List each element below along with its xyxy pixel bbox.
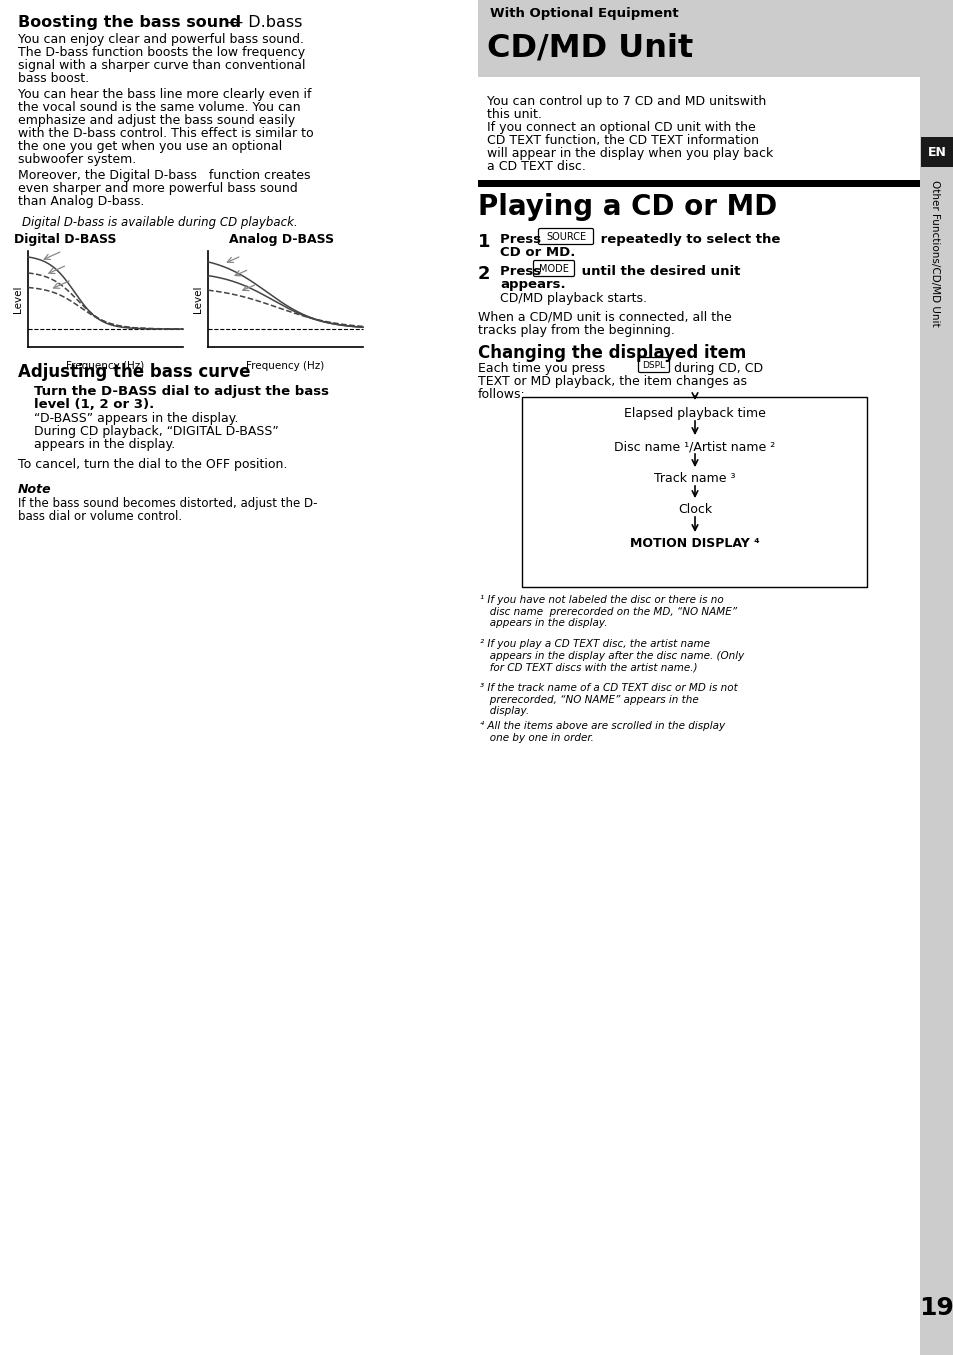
Text: 19: 19 — [919, 1295, 953, 1320]
Text: CD or MD.: CD or MD. — [499, 247, 575, 259]
Text: EN: EN — [926, 145, 945, 159]
Text: CD/MD playback starts.: CD/MD playback starts. — [499, 291, 646, 305]
Text: appears.: appears. — [499, 278, 565, 291]
Text: 2: 2 — [477, 266, 490, 283]
Text: follows:: follows: — [477, 388, 525, 401]
Text: During CD playback, “DIGITAL D-BASS”: During CD playback, “DIGITAL D-BASS” — [34, 425, 278, 438]
Text: this unit.: this unit. — [486, 108, 541, 121]
Text: The D-bass function boosts the low frequency: The D-bass function boosts the low frequ… — [18, 46, 305, 60]
Text: Boosting the bass sound: Boosting the bass sound — [18, 15, 241, 30]
Text: You can enjoy clear and powerful bass sound.: You can enjoy clear and powerful bass so… — [18, 33, 304, 46]
Text: a CD TEXT disc.: a CD TEXT disc. — [486, 160, 585, 173]
Text: — D.bass: — D.bass — [222, 15, 302, 30]
Text: Level: Level — [13, 286, 23, 313]
Text: the one you get when you use an optional: the one you get when you use an optional — [18, 140, 282, 153]
Text: bass dial or volume control.: bass dial or volume control. — [18, 509, 182, 523]
Text: Level: Level — [193, 286, 203, 313]
Text: CD/MD Unit: CD/MD Unit — [486, 33, 693, 64]
Text: Digital D-BASS: Digital D-BASS — [13, 233, 116, 247]
Text: TEXT or MD playback, the item changes as: TEXT or MD playback, the item changes as — [477, 375, 746, 388]
Text: Digital D-bass is available during CD playback.: Digital D-bass is available during CD pl… — [22, 215, 297, 229]
Text: Each time you press: Each time you press — [477, 362, 608, 375]
Text: MOTION DISPLAY ⁴: MOTION DISPLAY ⁴ — [630, 537, 759, 550]
Text: With Optional Equipment: With Optional Equipment — [490, 7, 678, 20]
Text: Moreover, the Digital D-bass   function creates: Moreover, the Digital D-bass function cr… — [18, 169, 310, 182]
Text: level (1, 2 or 3).: level (1, 2 or 3). — [34, 398, 154, 411]
Text: Press: Press — [499, 233, 545, 247]
Text: MODE: MODE — [538, 263, 568, 274]
Text: If you connect an optional CD unit with the: If you connect an optional CD unit with … — [486, 121, 755, 134]
Text: will appear in the display when you play back: will appear in the display when you play… — [486, 146, 773, 160]
Bar — [919, 0, 953, 1355]
Text: To cancel, turn the dial to the OFF position.: To cancel, turn the dial to the OFF posi… — [18, 458, 287, 472]
Text: subwoofer system.: subwoofer system. — [18, 153, 136, 167]
Text: “D-BASS” appears in the display.: “D-BASS” appears in the display. — [34, 412, 238, 425]
Text: Disc name ¹/Artist name ²: Disc name ¹/Artist name ² — [614, 440, 775, 453]
Text: 1: 1 — [477, 233, 490, 251]
Text: during CD, CD: during CD, CD — [669, 362, 762, 375]
Bar — [477, 0, 935, 77]
Text: Analog D-BASS: Analog D-BASS — [230, 233, 335, 247]
Text: signal with a sharper curve than conventional: signal with a sharper curve than convent… — [18, 60, 305, 72]
Bar — [920, 137, 952, 167]
Text: Elapsed playback time: Elapsed playback time — [623, 406, 765, 420]
Text: Frequency (Hz): Frequency (Hz) — [67, 360, 145, 371]
Text: Turn the D-BASS dial to adjust the bass: Turn the D-BASS dial to adjust the bass — [34, 385, 329, 398]
Text: SOURCE: SOURCE — [545, 232, 585, 241]
Text: tracks play from the beginning.: tracks play from the beginning. — [477, 324, 674, 337]
Text: Other Functions/CD/MD Unit: Other Functions/CD/MD Unit — [929, 180, 939, 327]
FancyBboxPatch shape — [638, 358, 669, 373]
FancyBboxPatch shape — [537, 229, 593, 244]
Text: When a CD/MD unit is connected, all the: When a CD/MD unit is connected, all the — [477, 312, 731, 324]
Bar — [477, 180, 932, 187]
Text: ¹ If you have not labeled the disc or there is no
   disc name  prerecorded on t: ¹ If you have not labeled the disc or th… — [479, 595, 737, 629]
Text: bass boost.: bass boost. — [18, 72, 89, 85]
Text: even sharper and more powerful bass sound: even sharper and more powerful bass soun… — [18, 182, 297, 195]
Text: You can hear the bass line more clearly even if: You can hear the bass line more clearly … — [18, 88, 312, 102]
Text: You can control up to 7 CD and MD unitswith: You can control up to 7 CD and MD unitsw… — [486, 95, 765, 108]
Text: than Analog D-bass.: than Analog D-bass. — [18, 195, 144, 209]
Text: CD TEXT function, the CD TEXT information: CD TEXT function, the CD TEXT informatio… — [486, 134, 759, 146]
Text: Adjusting the bass curve: Adjusting the bass curve — [18, 363, 251, 381]
Text: ⁴ All the items above are scrolled in the display
   one by one in order.: ⁴ All the items above are scrolled in th… — [479, 721, 724, 743]
Text: Track name ³: Track name ³ — [654, 472, 735, 485]
Text: Note: Note — [18, 482, 51, 496]
Text: Frequency (Hz): Frequency (Hz) — [246, 360, 324, 371]
Text: appears in the display.: appears in the display. — [34, 438, 175, 451]
Text: Press: Press — [499, 266, 545, 278]
Text: ³ If the track name of a CD TEXT disc or MD is not
   prerecorded, “NO NAME” app: ³ If the track name of a CD TEXT disc or… — [479, 683, 737, 717]
Text: If the bass sound becomes distorted, adjust the D-: If the bass sound becomes distorted, adj… — [18, 497, 317, 509]
Text: Clock: Clock — [678, 503, 711, 516]
Text: until the desired unit: until the desired unit — [577, 266, 740, 278]
Text: repeatedly to select the: repeatedly to select the — [596, 233, 780, 247]
Text: Changing the displayed item: Changing the displayed item — [477, 344, 745, 362]
FancyBboxPatch shape — [533, 260, 574, 276]
Bar — [521, 397, 866, 587]
Text: DSPL: DSPL — [641, 360, 665, 370]
Text: emphasize and adjust the bass sound easily: emphasize and adjust the bass sound easi… — [18, 114, 294, 127]
Text: ² If you play a CD TEXT disc, the artist name
   appears in the display after th: ² If you play a CD TEXT disc, the artist… — [479, 640, 743, 672]
Text: Playing a CD or MD: Playing a CD or MD — [477, 192, 777, 221]
Text: with the D-bass control. This effect is similar to: with the D-bass control. This effect is … — [18, 127, 314, 140]
Text: the vocal sound is the same volume. You can: the vocal sound is the same volume. You … — [18, 102, 300, 114]
